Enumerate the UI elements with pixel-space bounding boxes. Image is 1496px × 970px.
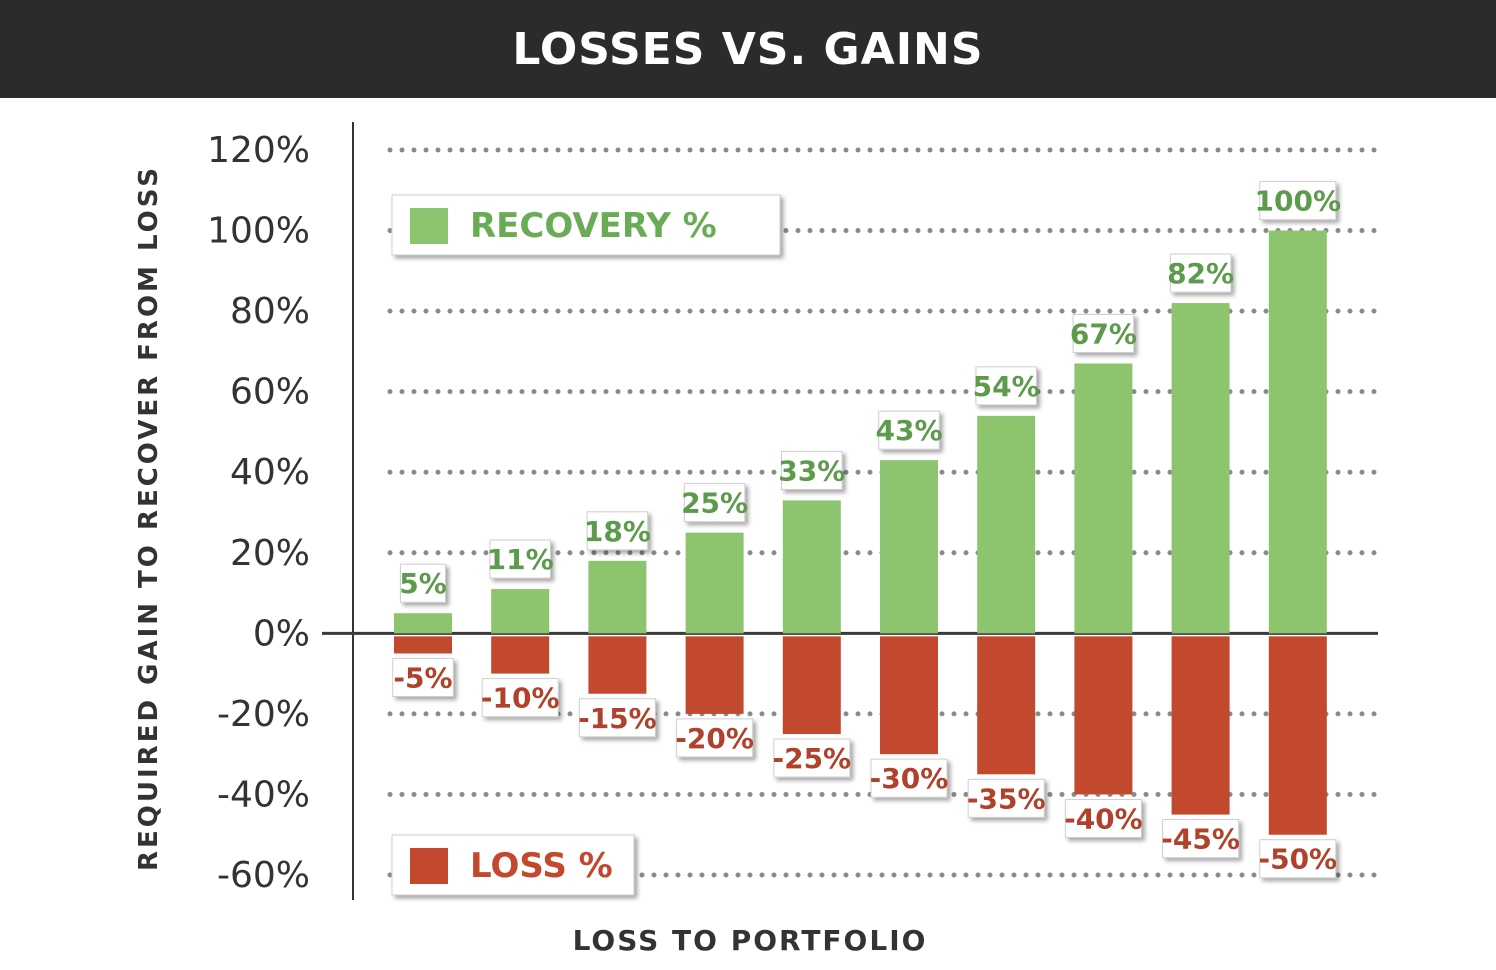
y-tick-label: -60% (217, 855, 310, 896)
recovery-data-label-box (781, 450, 843, 490)
loss-data-label-box (578, 698, 656, 738)
loss-data-label-box (481, 678, 559, 718)
recovery-data-label-box (489, 539, 551, 579)
recovery-bar (588, 560, 647, 634)
loss-data-label: -50% (1258, 843, 1337, 876)
y-tick-label: 100% (207, 211, 310, 252)
loss-bar (685, 636, 744, 714)
loss-data-label-box (773, 738, 851, 778)
loss-bar (977, 636, 1036, 775)
recovery-bar (1171, 303, 1230, 634)
loss-data-label: -40% (1064, 802, 1143, 835)
loss-data-label: -35% (967, 782, 1046, 815)
loss-data-label-box (392, 657, 454, 697)
loss-bar (394, 636, 452, 654)
recovery-data-label: 82% (1167, 257, 1234, 290)
recovery-data-label: 33% (778, 454, 845, 487)
recovery-bar (1074, 363, 1133, 634)
loss-bar (782, 636, 841, 735)
loss-data-label: -25% (772, 742, 851, 775)
recovery-bar (880, 460, 938, 634)
loss-data-label: -45% (1161, 823, 1240, 856)
loss-bar (880, 636, 938, 755)
loss-legend-swatch (410, 848, 448, 884)
recovery-legend-box (391, 194, 781, 256)
recovery-data-label-box (1259, 181, 1337, 221)
recovery-data-label: 67% (1070, 317, 1137, 350)
recovery-data-label: 11% (487, 543, 554, 576)
recovery-bar (491, 589, 550, 634)
y-tick-label: 0% (253, 613, 310, 654)
recovery-data-label: 100% (1255, 185, 1342, 218)
loss-legend-label: LOSS % (470, 846, 613, 886)
loss-bar (1268, 636, 1327, 835)
recovery-data-label-box (975, 366, 1037, 406)
recovery-bar (1268, 230, 1327, 634)
recovery-data-label: 54% (973, 370, 1040, 403)
loss-bar (588, 636, 647, 694)
recovery-bar (977, 415, 1036, 634)
loss-data-label-box (676, 718, 754, 758)
title-bar: LOSSES VS. GAINS (0, 0, 1496, 98)
recovery-data-label-box (1072, 313, 1135, 353)
loss-data-label-box (1259, 839, 1337, 879)
chart-title: LOSSES VS. GAINS (512, 23, 984, 75)
recovery-legend-swatch (410, 208, 448, 244)
loss-bar (1074, 636, 1133, 795)
recovery-data-label: 25% (681, 487, 748, 520)
recovery-bar (394, 613, 452, 634)
recovery-data-label: 18% (584, 515, 651, 548)
loss-data-label: -15% (578, 702, 657, 735)
y-tick-label: 80% (230, 291, 310, 332)
loss-data-label: -5% (393, 661, 452, 694)
recovery-data-label-box (1169, 253, 1232, 293)
recovery-data-label-box (878, 410, 940, 450)
recovery-bar (685, 532, 744, 634)
recovery-legend-label: RECOVERY % (470, 206, 717, 246)
loss-data-label: -10% (481, 682, 560, 715)
y-tick-label: 20% (230, 533, 310, 574)
loss-data-label-box (870, 758, 948, 798)
recovery-data-label: 5% (399, 567, 447, 600)
loss-bar (1171, 636, 1230, 815)
loss-bar (491, 636, 550, 674)
x-axis-title: LOSS TO PORTFOLIO (573, 924, 928, 957)
y-tick-label: 120% (207, 130, 310, 171)
y-tick-label: 40% (230, 452, 310, 493)
loss-data-label-box (1162, 819, 1240, 859)
y-axis-title: REQUIRED GAIN TO RECOVER FROM LOSS (134, 165, 164, 871)
loss-data-label-box (967, 778, 1045, 818)
recovery-data-label-box (683, 483, 746, 523)
y-tick-label: 60% (230, 372, 310, 413)
recovery-data-label-box (586, 511, 649, 551)
loss-data-label-box (1064, 798, 1142, 838)
y-tick-label: -40% (217, 774, 310, 815)
recovery-bar (782, 500, 841, 634)
recovery-data-label-box (400, 563, 446, 603)
loss-data-label: -30% (870, 762, 949, 795)
y-tick-label: -20% (217, 694, 310, 735)
recovery-data-label: 43% (875, 414, 942, 447)
loss-data-label: -20% (675, 722, 754, 755)
